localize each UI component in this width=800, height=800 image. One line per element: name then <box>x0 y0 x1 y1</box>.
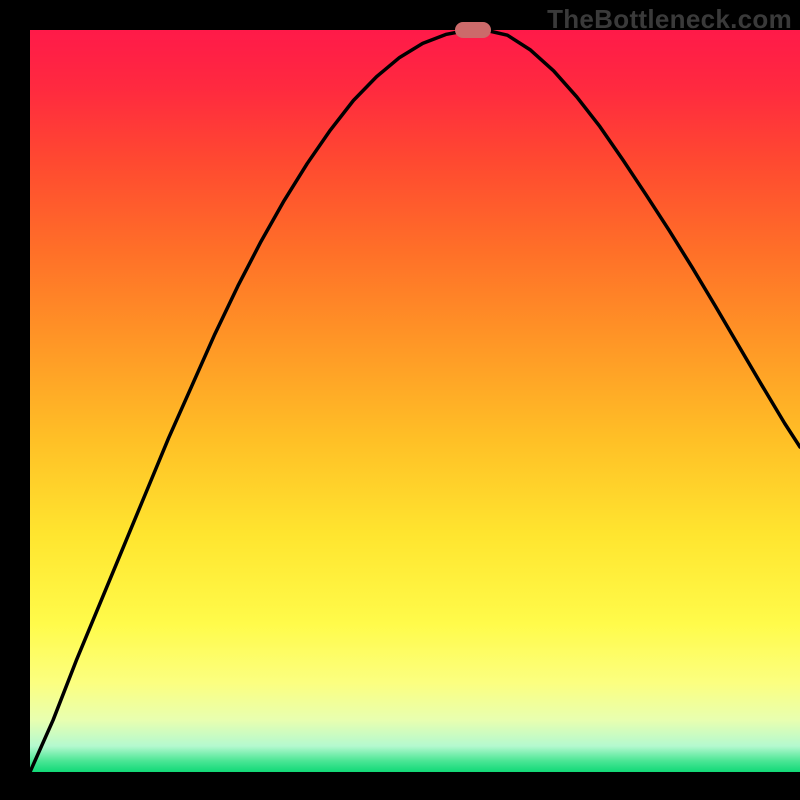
plot-gradient-background <box>30 30 800 772</box>
optimal-marker <box>455 22 491 38</box>
watermark-text: TheBottleneck.com <box>547 4 792 35</box>
chart-stage: TheBottleneck.com <box>0 0 800 800</box>
